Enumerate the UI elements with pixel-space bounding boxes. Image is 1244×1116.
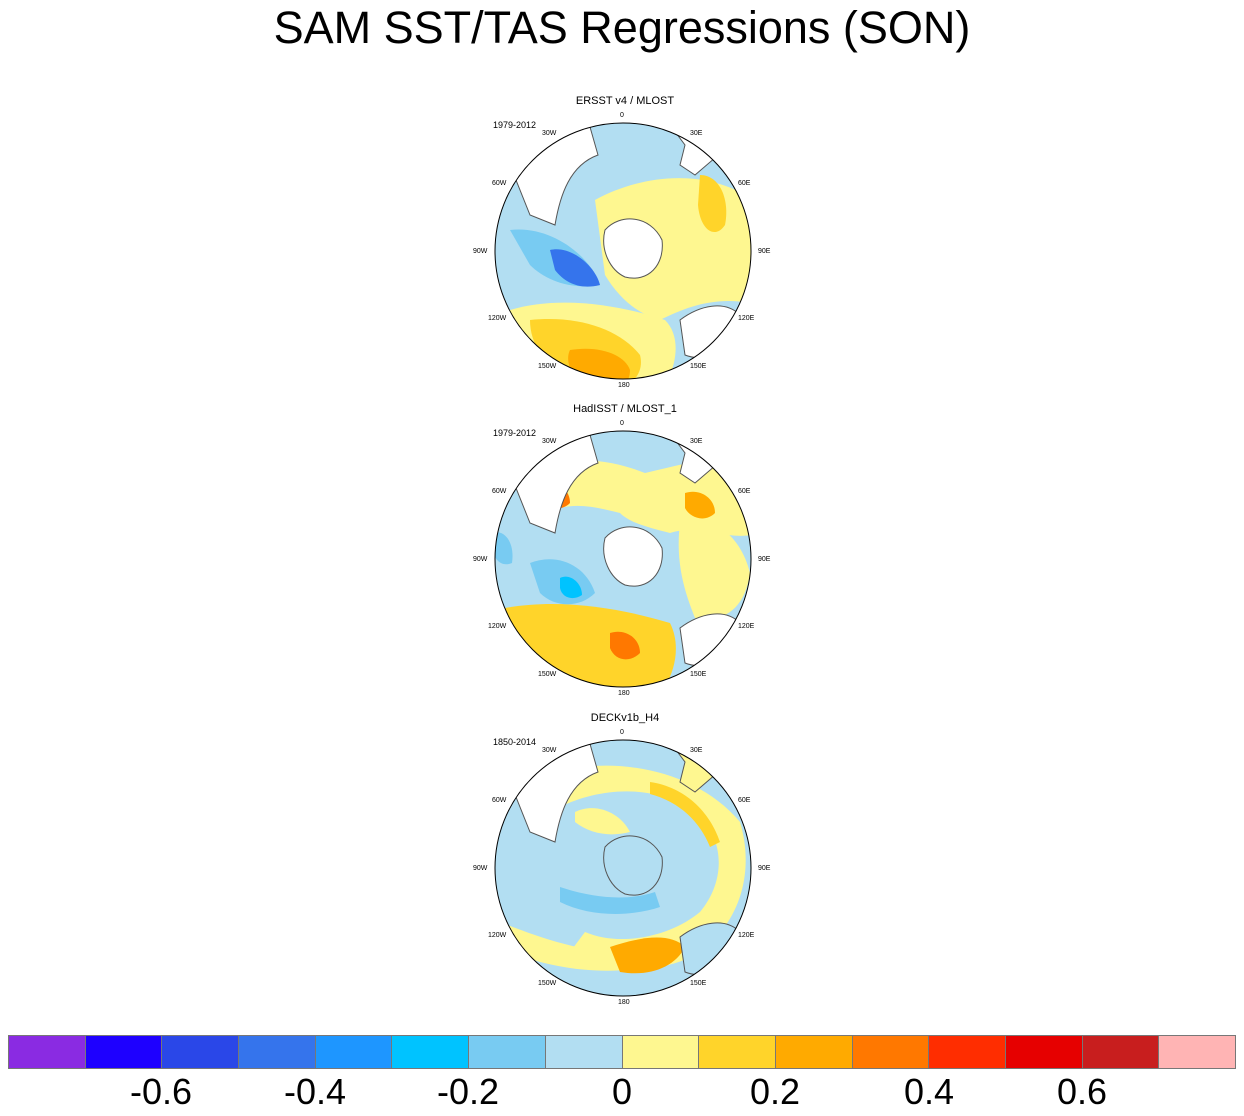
anomaly-field	[575, 808, 630, 835]
lon-label: 0	[620, 112, 624, 119]
colorbar-swatch	[622, 1036, 700, 1068]
lon-label: 60W	[492, 488, 507, 495]
period-label: 1979-2012	[493, 120, 537, 130]
colorbar-swatch	[469, 1036, 546, 1068]
anomaly-field	[610, 937, 685, 974]
landmass	[679, 613, 741, 667]
anomaly-field	[678, 520, 750, 619]
map-boundary	[494, 739, 752, 997]
colorbar-swatch	[545, 1036, 623, 1068]
lon-label: 90E	[758, 865, 771, 872]
colorbar-swatch	[239, 1036, 316, 1068]
lon-label: 120E	[738, 315, 755, 322]
colorbar-swatch	[85, 1036, 163, 1068]
anomaly-field	[610, 631, 640, 660]
colorbar-tick-label: 0	[611, 1071, 633, 1112]
colorbar-swatch	[852, 1036, 930, 1068]
lon-label: 60E	[738, 488, 751, 495]
period-label: 1979-2012	[493, 428, 537, 438]
anomaly-field	[500, 604, 676, 687]
lon-label: 60W	[492, 180, 507, 187]
lon-label: 30E	[690, 747, 703, 754]
anomaly-field	[560, 576, 582, 599]
anomaly-field	[560, 887, 660, 914]
landmass	[679, 922, 741, 976]
lon-label: 150E	[690, 980, 707, 987]
colorbar-tick-label: -0.2	[436, 1071, 500, 1112]
anomaly-field	[698, 175, 727, 233]
period-label: 1850-2014	[493, 737, 537, 747]
colorbar-swatch	[699, 1036, 776, 1068]
colorbar-tick-label: 0.4	[903, 1071, 955, 1112]
lon-label: 30W	[542, 130, 557, 137]
panel-title: ERSST v4 / MLOST	[575, 95, 675, 107]
colorbar-swatch	[162, 1036, 240, 1068]
antarctica	[603, 526, 663, 587]
lon-label: 90W	[473, 556, 488, 563]
map-boundary	[494, 430, 752, 688]
lon-label: 120W	[488, 932, 507, 939]
lon-label: 150W	[538, 363, 557, 370]
colorbar-swatch	[1005, 1036, 1083, 1068]
lon-label: 90E	[758, 556, 771, 563]
map-panel-3: DECKv1b_H4 1850-2014 0 30E 60E 90E 120E …	[470, 712, 780, 1012]
lon-label: 180	[618, 690, 630, 697]
colorbar-swatch	[9, 1036, 86, 1068]
map-panel-2: HadISST / MLOST_1 1979-2012 0 30E 60E 90…	[470, 403, 780, 703]
landmass	[679, 305, 741, 359]
colorbar-tick-label: -0.6	[129, 1071, 193, 1112]
lon-label: 120E	[738, 932, 755, 939]
lon-label: 90E	[758, 248, 771, 255]
anomaly-field	[685, 491, 715, 519]
colorbar-tick-label: 0.6	[1056, 1071, 1108, 1112]
lon-label: 30E	[690, 438, 703, 445]
lon-label: 30W	[542, 747, 557, 754]
colorbar-swatch	[315, 1036, 393, 1068]
lon-label: 60E	[738, 180, 751, 187]
antarctica	[603, 218, 663, 279]
lon-label: 90W	[473, 865, 488, 872]
lon-label: 150W	[538, 671, 557, 678]
polar-map	[494, 122, 752, 380]
colorbar-swatch	[392, 1036, 470, 1068]
lon-label: 0	[620, 729, 624, 736]
lon-label: 150W	[538, 980, 557, 987]
colorbar-swatch	[1159, 1036, 1235, 1068]
lon-label: 120W	[488, 315, 507, 322]
lon-label: 180	[618, 382, 630, 389]
lon-label: 150E	[690, 671, 707, 678]
colorbar-swatch	[929, 1036, 1006, 1068]
lon-label: 90W	[473, 248, 488, 255]
colorbar	[8, 1035, 1236, 1069]
colorbar-swatch	[1082, 1036, 1160, 1068]
panel-title: HadISST / MLOST_1	[573, 403, 677, 415]
lon-label: 150E	[690, 363, 707, 370]
lon-label: 30E	[690, 130, 703, 137]
colorbar-swatch	[775, 1036, 853, 1068]
lon-label: 120W	[488, 623, 507, 630]
map-boundary	[494, 122, 752, 380]
colorbar-tick-label: -0.4	[283, 1071, 347, 1112]
lon-label: 180	[618, 999, 630, 1006]
anomaly-field	[550, 249, 600, 287]
polar-map	[494, 739, 752, 997]
lon-label: 0	[620, 420, 624, 427]
anomaly-field	[568, 348, 630, 379]
lon-label: 60E	[738, 797, 751, 804]
figure-title: SAM SST/TAS Regressions (SON)	[273, 2, 971, 53]
lon-label: 30W	[542, 438, 557, 445]
colorbar-tick-label: 0.2	[749, 1071, 801, 1112]
panel-title: DECKv1b_H4	[590, 712, 660, 724]
lon-label: 60W	[492, 797, 507, 804]
anomaly-field	[650, 782, 720, 847]
polar-map	[494, 430, 752, 688]
lon-label: 120E	[738, 623, 755, 630]
map-panel-1: ERSST v4 / MLOST 1979-2012 0 30E 60E 90E…	[470, 95, 780, 395]
antarctica	[603, 835, 663, 896]
